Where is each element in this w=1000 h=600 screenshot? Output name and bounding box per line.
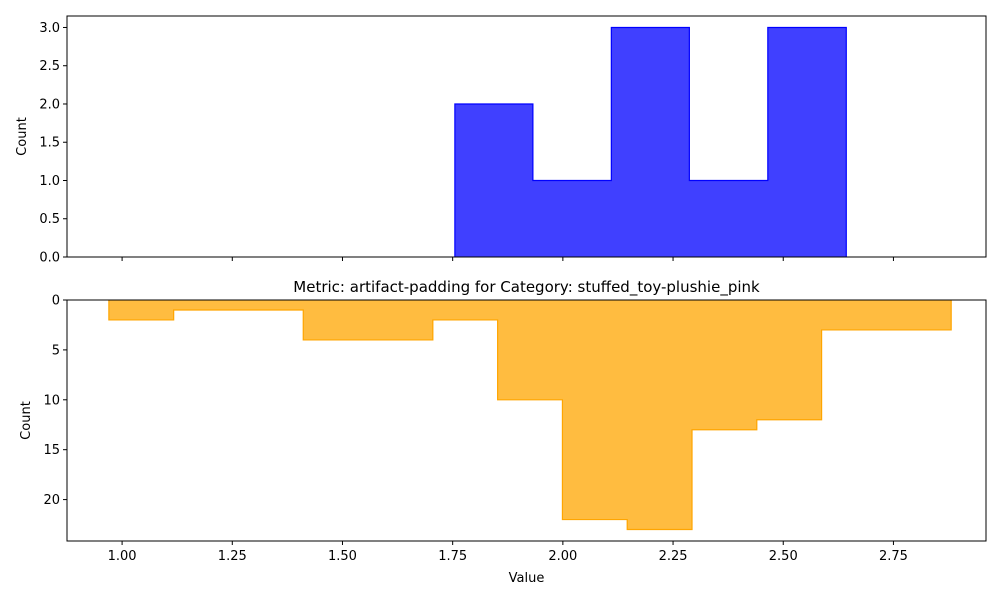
y-tick-label: 20 (43, 493, 60, 508)
chart-title: Metric: artifact-padding for Category: s… (293, 278, 760, 297)
y-tick-label: 15 (43, 443, 60, 458)
histogram-bin (174, 300, 239, 310)
y-tick-label: 0 (52, 294, 60, 309)
y-tick-label: 2.5 (39, 59, 60, 74)
x-tick-label: 1.25 (218, 549, 247, 564)
histogram-bin (822, 300, 887, 330)
histogram-bin (692, 300, 757, 430)
y-axis-label-top: Count (15, 117, 30, 156)
y-tick-label: 0.0 (39, 251, 60, 266)
histogram-bin (498, 300, 563, 400)
histogram-bin (611, 27, 689, 257)
x-tick-label: 2.25 (659, 549, 688, 564)
y-tick-label: 1.5 (39, 136, 60, 151)
histogram-bin (455, 104, 533, 257)
x-tick-label: 2.00 (548, 549, 577, 564)
plot-frame-top (66, 15, 987, 258)
histogram-bin (768, 27, 846, 257)
histogram-fill (454, 27, 847, 257)
histogram-fill (108, 300, 952, 530)
histogram-top: 0.0 0.5 1.0 1.5 2.0 2.5 3.0 Count (15, 15, 987, 266)
histogram-bin (303, 300, 368, 340)
histogram-bottom: 0 5 10 15 20 1.00 1.25 1.50 1.75 2.00 2.25 2.50 2.7… (19, 278, 987, 586)
histogram-outline (454, 26, 847, 257)
x-tick-label: 1.50 (328, 549, 357, 564)
histogram-bin (109, 300, 174, 320)
histogram-bin (238, 300, 303, 310)
x-tick-label: 2.50 (769, 549, 798, 564)
y-tick-label: 10 (43, 393, 60, 408)
y-tick-label: 2.0 (39, 97, 60, 112)
histogram-bin (433, 300, 498, 320)
histogram-bin (533, 180, 611, 257)
x-tick-label: 1.75 (438, 549, 467, 564)
x-tick-label: 1.00 (108, 549, 137, 564)
plot-frame-bottom (66, 299, 987, 542)
histogram-bin (757, 300, 822, 420)
y-tick-label: 3.0 (39, 21, 60, 36)
y-tick-label: 5 (52, 343, 60, 358)
histogram-bin (368, 300, 433, 340)
histogram-bin (562, 300, 627, 520)
y-axis-label-bottom: Count (19, 401, 34, 440)
histogram-outline (108, 300, 952, 531)
y-tick-label: 0.5 (39, 212, 60, 227)
x-tick-label: 2.75 (879, 549, 908, 564)
histogram-bin (886, 300, 951, 330)
y-tick-label: 1.0 (39, 174, 60, 189)
histogram-bin (689, 180, 767, 257)
x-axis-label: Value (509, 571, 545, 586)
histogram-bin (627, 300, 692, 530)
